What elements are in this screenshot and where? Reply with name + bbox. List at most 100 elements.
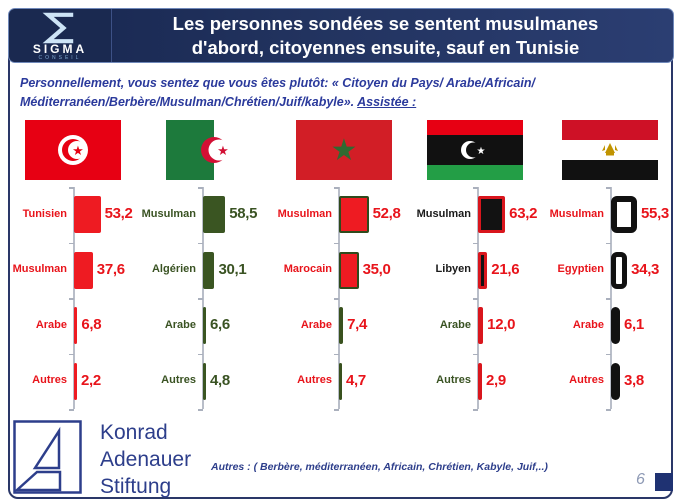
value-label: 6,6: [210, 316, 230, 334]
category-label: Autres: [569, 374, 604, 387]
bar: [611, 307, 620, 345]
category-label: Arabe: [164, 318, 196, 331]
svg-text:★: ★: [477, 146, 486, 157]
value-label: 6,1: [624, 316, 644, 334]
question-line-1: Personnellement, vous sentez que vous êt…: [20, 76, 535, 90]
value-label: 35,0: [362, 260, 391, 278]
axis-tick: [69, 353, 74, 355]
category-label: Egyptien: [557, 263, 604, 276]
svg-text:★: ★: [217, 143, 229, 158]
axis-tick: [334, 242, 339, 244]
question-line-2: Méditerranéen/Berbère/Musulman/Chrétien/…: [20, 95, 417, 109]
category-label: Musulman: [416, 207, 471, 220]
value-label: 12,0: [487, 316, 516, 334]
value-label: 53,2: [104, 205, 133, 223]
tunisia-flag: ★: [25, 120, 121, 180]
category-label: Musulman: [549, 207, 604, 220]
bar: [339, 196, 369, 234]
axis-tick: [473, 353, 478, 355]
title-line-1: Les personnes sondées se sentent musulma…: [172, 12, 599, 34]
egypt-flag: [562, 120, 658, 180]
axis-tick: [334, 353, 339, 355]
value-label: 21,6: [491, 260, 520, 278]
page-corner-square: [655, 473, 673, 491]
kas-org-name: Konrad Adenauer Stiftung: [100, 419, 191, 500]
kas-logo-icon: [13, 420, 82, 494]
bar: [74, 362, 77, 400]
axis-tick: [606, 242, 611, 244]
axis-tick: [606, 298, 611, 300]
bar: [74, 251, 93, 289]
axis-tick: [606, 187, 611, 189]
axis-tick: [606, 353, 611, 355]
category-label: Arabe: [572, 318, 604, 331]
axis-tick: [473, 409, 478, 411]
category-label: Algérien: [151, 263, 196, 276]
svg-text:★: ★: [72, 143, 84, 158]
axis-tick: [334, 298, 339, 300]
axis-tick: [198, 353, 203, 355]
axis-tick: [69, 242, 74, 244]
axis-tick: [334, 409, 339, 411]
bar: [203, 362, 206, 400]
axis-tick: [69, 409, 74, 411]
category-label: Musulman: [12, 263, 67, 276]
category-label: Autres: [161, 374, 196, 387]
sigma-icon: [42, 12, 74, 44]
page-number: 6: [636, 471, 645, 488]
bar: [203, 251, 215, 289]
kas-line-2: Adenauer: [100, 448, 192, 471]
value-label: 30,1: [218, 260, 247, 278]
axis-tick: [198, 242, 203, 244]
slide-title: Les personnes sondées se sentent musulma…: [112, 9, 673, 62]
category-label: Libyen: [435, 263, 471, 276]
value-label: 2,9: [486, 371, 506, 389]
bar: [74, 307, 78, 345]
category-label: Autres: [297, 374, 332, 387]
axis-tick: [473, 298, 478, 300]
axis-tick: [334, 187, 339, 189]
bar: [339, 307, 344, 345]
category-label: Musulman: [277, 207, 332, 220]
header: SIGMA CONSEIL Les personnes sondées se s…: [8, 8, 674, 63]
value-label: 3,8: [624, 371, 644, 389]
bar: [611, 251, 628, 289]
axis-tick: [606, 409, 611, 411]
category-label: Tunisien: [22, 207, 67, 220]
value-label: 34,3: [631, 260, 660, 278]
category-label: Autres: [436, 374, 471, 387]
title-line-2: d'abord, citoyennes ensuite, sauf en Tun…: [191, 36, 580, 58]
bar: [74, 196, 101, 234]
axis-tick: [69, 298, 74, 300]
value-label: 55,3: [640, 205, 669, 223]
morocco-flag: ★: [296, 120, 392, 180]
bar: [478, 362, 482, 400]
value-label: 58,5: [229, 205, 258, 223]
category-label: Musulman: [141, 207, 196, 220]
category-label: Arabe: [300, 318, 332, 331]
assistee-label: Assistée :: [357, 95, 417, 109]
category-label: Marocain: [283, 263, 332, 276]
kas-line-3: Stiftung: [100, 475, 172, 498]
value-label: 37,6: [96, 260, 125, 278]
footnote: Autres : ( Berbère, méditerranéen, Afric…: [211, 461, 548, 473]
sigma-logo: SIGMA CONSEIL: [9, 9, 112, 62]
algeria-flag: ★: [166, 120, 262, 180]
axis-tick: [69, 187, 74, 189]
bar: [478, 251, 488, 289]
value-label: 63,2: [509, 205, 538, 223]
svg-text:★: ★: [331, 134, 358, 167]
axis-tick: [473, 187, 478, 189]
bar: [611, 196, 637, 234]
axis-tick: [198, 409, 203, 411]
axis-tick: [198, 187, 203, 189]
bar: [203, 307, 206, 345]
bar: [478, 307, 484, 345]
survey-question: Personnellement, vous sentez que vous êt…: [20, 74, 660, 112]
logo-name: SIGMA: [32, 42, 88, 56]
axis-tick: [198, 298, 203, 300]
value-label: 2,2: [81, 371, 101, 389]
bar: [203, 196, 226, 234]
category-label: Autres: [32, 374, 67, 387]
